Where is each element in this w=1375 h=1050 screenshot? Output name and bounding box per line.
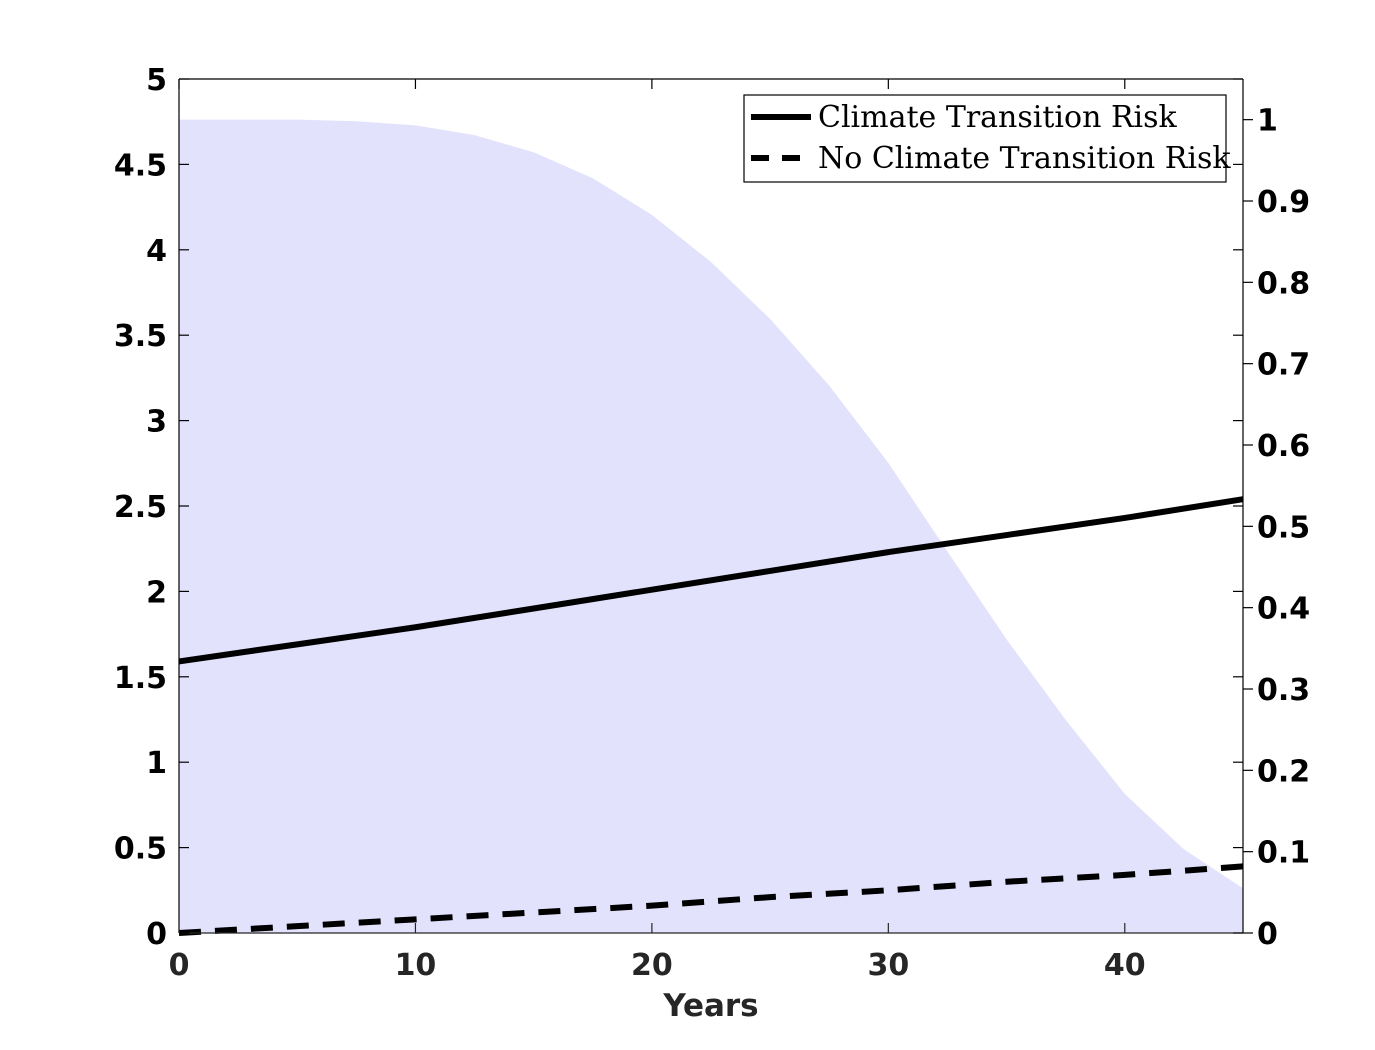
axes-layer: 0 0.5 1 1.5 2 2.5 3 3.5 4 4.5 5 0 0.1 0.2 0.3 0.4 0.5 0.6… (114, 63, 1310, 1024)
y2-tick-label: 0.6 (1257, 429, 1310, 464)
y-tick-label: 2.5 (114, 490, 167, 525)
y2-tick-label: 0.4 (1257, 592, 1310, 627)
y2-tick-label: 0.2 (1257, 754, 1310, 789)
y-tick-label: 3.5 (114, 319, 167, 354)
x-tick-label: 20 (631, 948, 673, 983)
probability-area (179, 119, 1243, 933)
y-tick-label: 5 (146, 63, 167, 98)
x-tick-label: 30 (867, 948, 909, 983)
y-tick-label: 1.5 (114, 661, 167, 696)
legend: Climate Transition Risk No Climate Transi… (743, 94, 1231, 183)
y2-tick-label: 0.7 (1257, 348, 1310, 383)
legend-label-1: No Climate Transition Risk (818, 141, 1231, 176)
y2-tick-label: 0.3 (1257, 673, 1310, 708)
y2-tick-label: 1 (1257, 104, 1278, 139)
x-tick-label: 40 (1104, 948, 1146, 983)
y2-tick-label: 0.9 (1257, 185, 1310, 220)
y-tick-label: 0.5 (114, 832, 167, 867)
x-tick-label: 10 (395, 948, 437, 983)
y2-tick-label: 0.1 (1257, 836, 1310, 871)
x-tick-label: 0 (169, 948, 190, 983)
probability-area-layer (179, 119, 1243, 933)
legend-box (743, 94, 1227, 183)
x-axis-title: Years (662, 988, 758, 1024)
series-lines-layer (178, 496, 1244, 936)
y2-tick-label: 0.5 (1257, 510, 1310, 545)
y2-tick-label: 0 (1257, 917, 1278, 952)
legend-label-0: Climate Transition Risk (818, 100, 1178, 135)
y-tick-label: 4 (146, 234, 167, 269)
series-line-0 (178, 496, 1244, 665)
y-tick-label: 3 (146, 405, 167, 440)
y-tick-label: 0 (146, 917, 167, 952)
y-tick-label: 1 (146, 746, 167, 781)
y-tick-label: 4.5 (114, 148, 167, 183)
y2-tick-label: 0.8 (1257, 266, 1310, 301)
y-tick-label: 2 (146, 575, 167, 610)
